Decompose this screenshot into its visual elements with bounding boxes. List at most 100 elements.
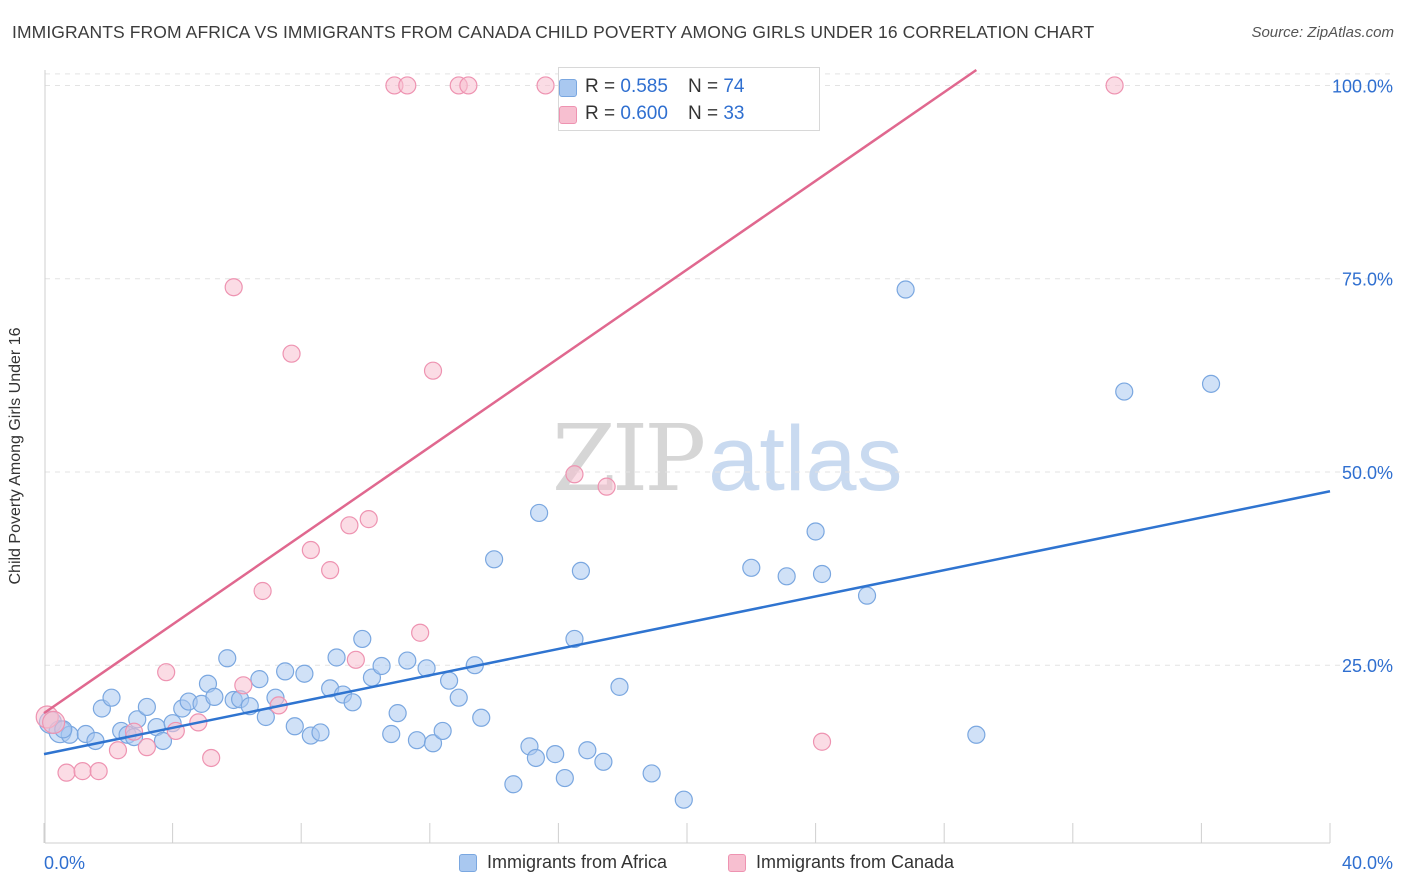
africa-point [777,567,796,586]
source-label: Source: ZipAtlas.com [1251,24,1394,41]
canada-point [57,763,76,782]
x-tick-label: 0.0% [44,853,85,873]
africa-point [1115,382,1134,401]
r-label: R = [585,76,616,97]
africa-point [485,550,504,569]
africa-point [407,731,427,750]
y-tick-label: 50.0% [1342,463,1393,483]
africa-point [742,558,761,577]
africa-point [578,741,597,760]
canada-point [812,732,832,751]
africa-point [594,752,613,771]
africa-point [86,731,105,751]
canada-point [42,710,66,735]
africa-point [472,708,491,727]
canada-point [137,738,156,757]
n-value: 74 [723,76,745,97]
canada-swatch [559,106,577,124]
canada-point [346,650,365,669]
bottom-legend: Immigrants from Africa Immigrants from C… [0,852,1406,878]
africa-swatch [459,853,477,872]
legend-label-africa: Immigrants from Africa [487,852,668,872]
africa-point [555,768,574,788]
africa-point [102,688,121,707]
n-label: N = [687,103,719,124]
canada-point [597,477,616,496]
africa-point [382,724,401,744]
r-value: 0.585 [620,76,668,97]
africa-point [1201,374,1221,393]
africa-point [526,748,545,768]
x-tick-label: 40.0% [1342,853,1393,873]
africa-point [610,677,629,696]
n-value: 33 [723,103,745,124]
canada-point [340,516,359,535]
canada-point [89,762,108,781]
africa-point [967,725,986,744]
y-tick-label: 100.0% [1332,76,1393,96]
africa-point [896,280,915,299]
africa-point [372,656,391,676]
africa-point [812,564,832,584]
africa-point [218,649,237,668]
stats-row-canada: R = 0.600 N = 33 [559,103,745,125]
canada-point [398,76,417,95]
canada-point [108,741,128,760]
canada-point [536,76,555,95]
canada-point [411,623,430,642]
canada-point [157,663,176,682]
africa-point [439,671,459,690]
africa-point [857,586,877,605]
africa-point [674,790,693,809]
africa-point [276,662,295,681]
africa-point [295,664,314,683]
legend-item-canada[interactable]: Immigrants from Canada [728,852,954,873]
africa-point [642,764,661,783]
y-tick-label: 75.0% [1342,270,1393,290]
africa-swatch [559,79,577,97]
legend-item-africa[interactable]: Immigrants from Africa [459,852,667,873]
africa-point [530,503,549,523]
stats-row-africa: R = 0.585 N = 74 [559,76,745,98]
canada-point [359,510,378,529]
africa-point [285,717,304,736]
r-label: R = [585,103,616,124]
canada-point [459,76,478,95]
africa-point [504,775,523,794]
chart-title: IMMIGRANTS FROM AFRICA VS IMMIGRANTS FRO… [12,22,1095,42]
africa-point [546,745,565,764]
r-value: 0.600 [620,103,668,124]
africa-point [449,688,468,707]
africa-point [327,648,346,667]
n-label: N = [687,76,719,97]
africa-point [343,693,362,712]
africa-point [806,522,825,541]
canada-point [1105,76,1124,95]
canada-point [234,676,253,695]
canada-trend-line [43,68,978,715]
canada-point [565,465,584,484]
canada-swatch [728,853,746,872]
canada-point [423,361,443,380]
y-tick-label: 25.0% [1342,656,1393,676]
africa-point [423,734,443,753]
africa-point [398,651,417,670]
canada-point [224,278,243,297]
africa-point [153,731,173,751]
africa-trend-line [43,490,1331,756]
africa-point [433,721,452,741]
legend-label-canada: Immigrants from Canada [756,852,955,872]
stats-legend: R = 0.585 N = 74 R = 0.600 N = 33 [558,67,820,131]
canada-point [301,540,320,560]
canada-point [202,748,221,768]
africa-point [353,629,372,649]
canada-point [253,581,272,601]
africa-point [571,561,591,581]
y-axis-label: Child Poverty Among Girls Under 16 [7,327,24,585]
africa-point [388,704,407,723]
canada-point [321,561,340,580]
africa-point [205,687,224,707]
africa-point [565,629,584,649]
canada-point [73,762,92,781]
